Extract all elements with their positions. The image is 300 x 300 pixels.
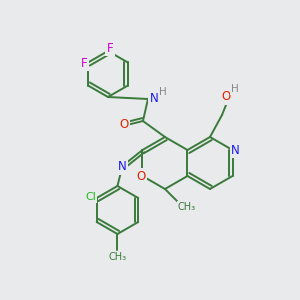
Text: N: N — [150, 92, 158, 106]
Text: F: F — [107, 41, 113, 55]
Text: N: N — [231, 143, 240, 157]
Text: CH₃: CH₃ — [178, 202, 196, 212]
Text: H: H — [159, 87, 167, 97]
Text: O: O — [119, 118, 129, 131]
Text: O: O — [221, 91, 231, 103]
Text: H: H — [231, 84, 239, 94]
Text: N: N — [118, 160, 127, 173]
Text: O: O — [137, 169, 146, 182]
Text: CH₃: CH₃ — [108, 252, 127, 262]
Text: F: F — [81, 57, 87, 70]
Text: Cl: Cl — [85, 192, 96, 202]
